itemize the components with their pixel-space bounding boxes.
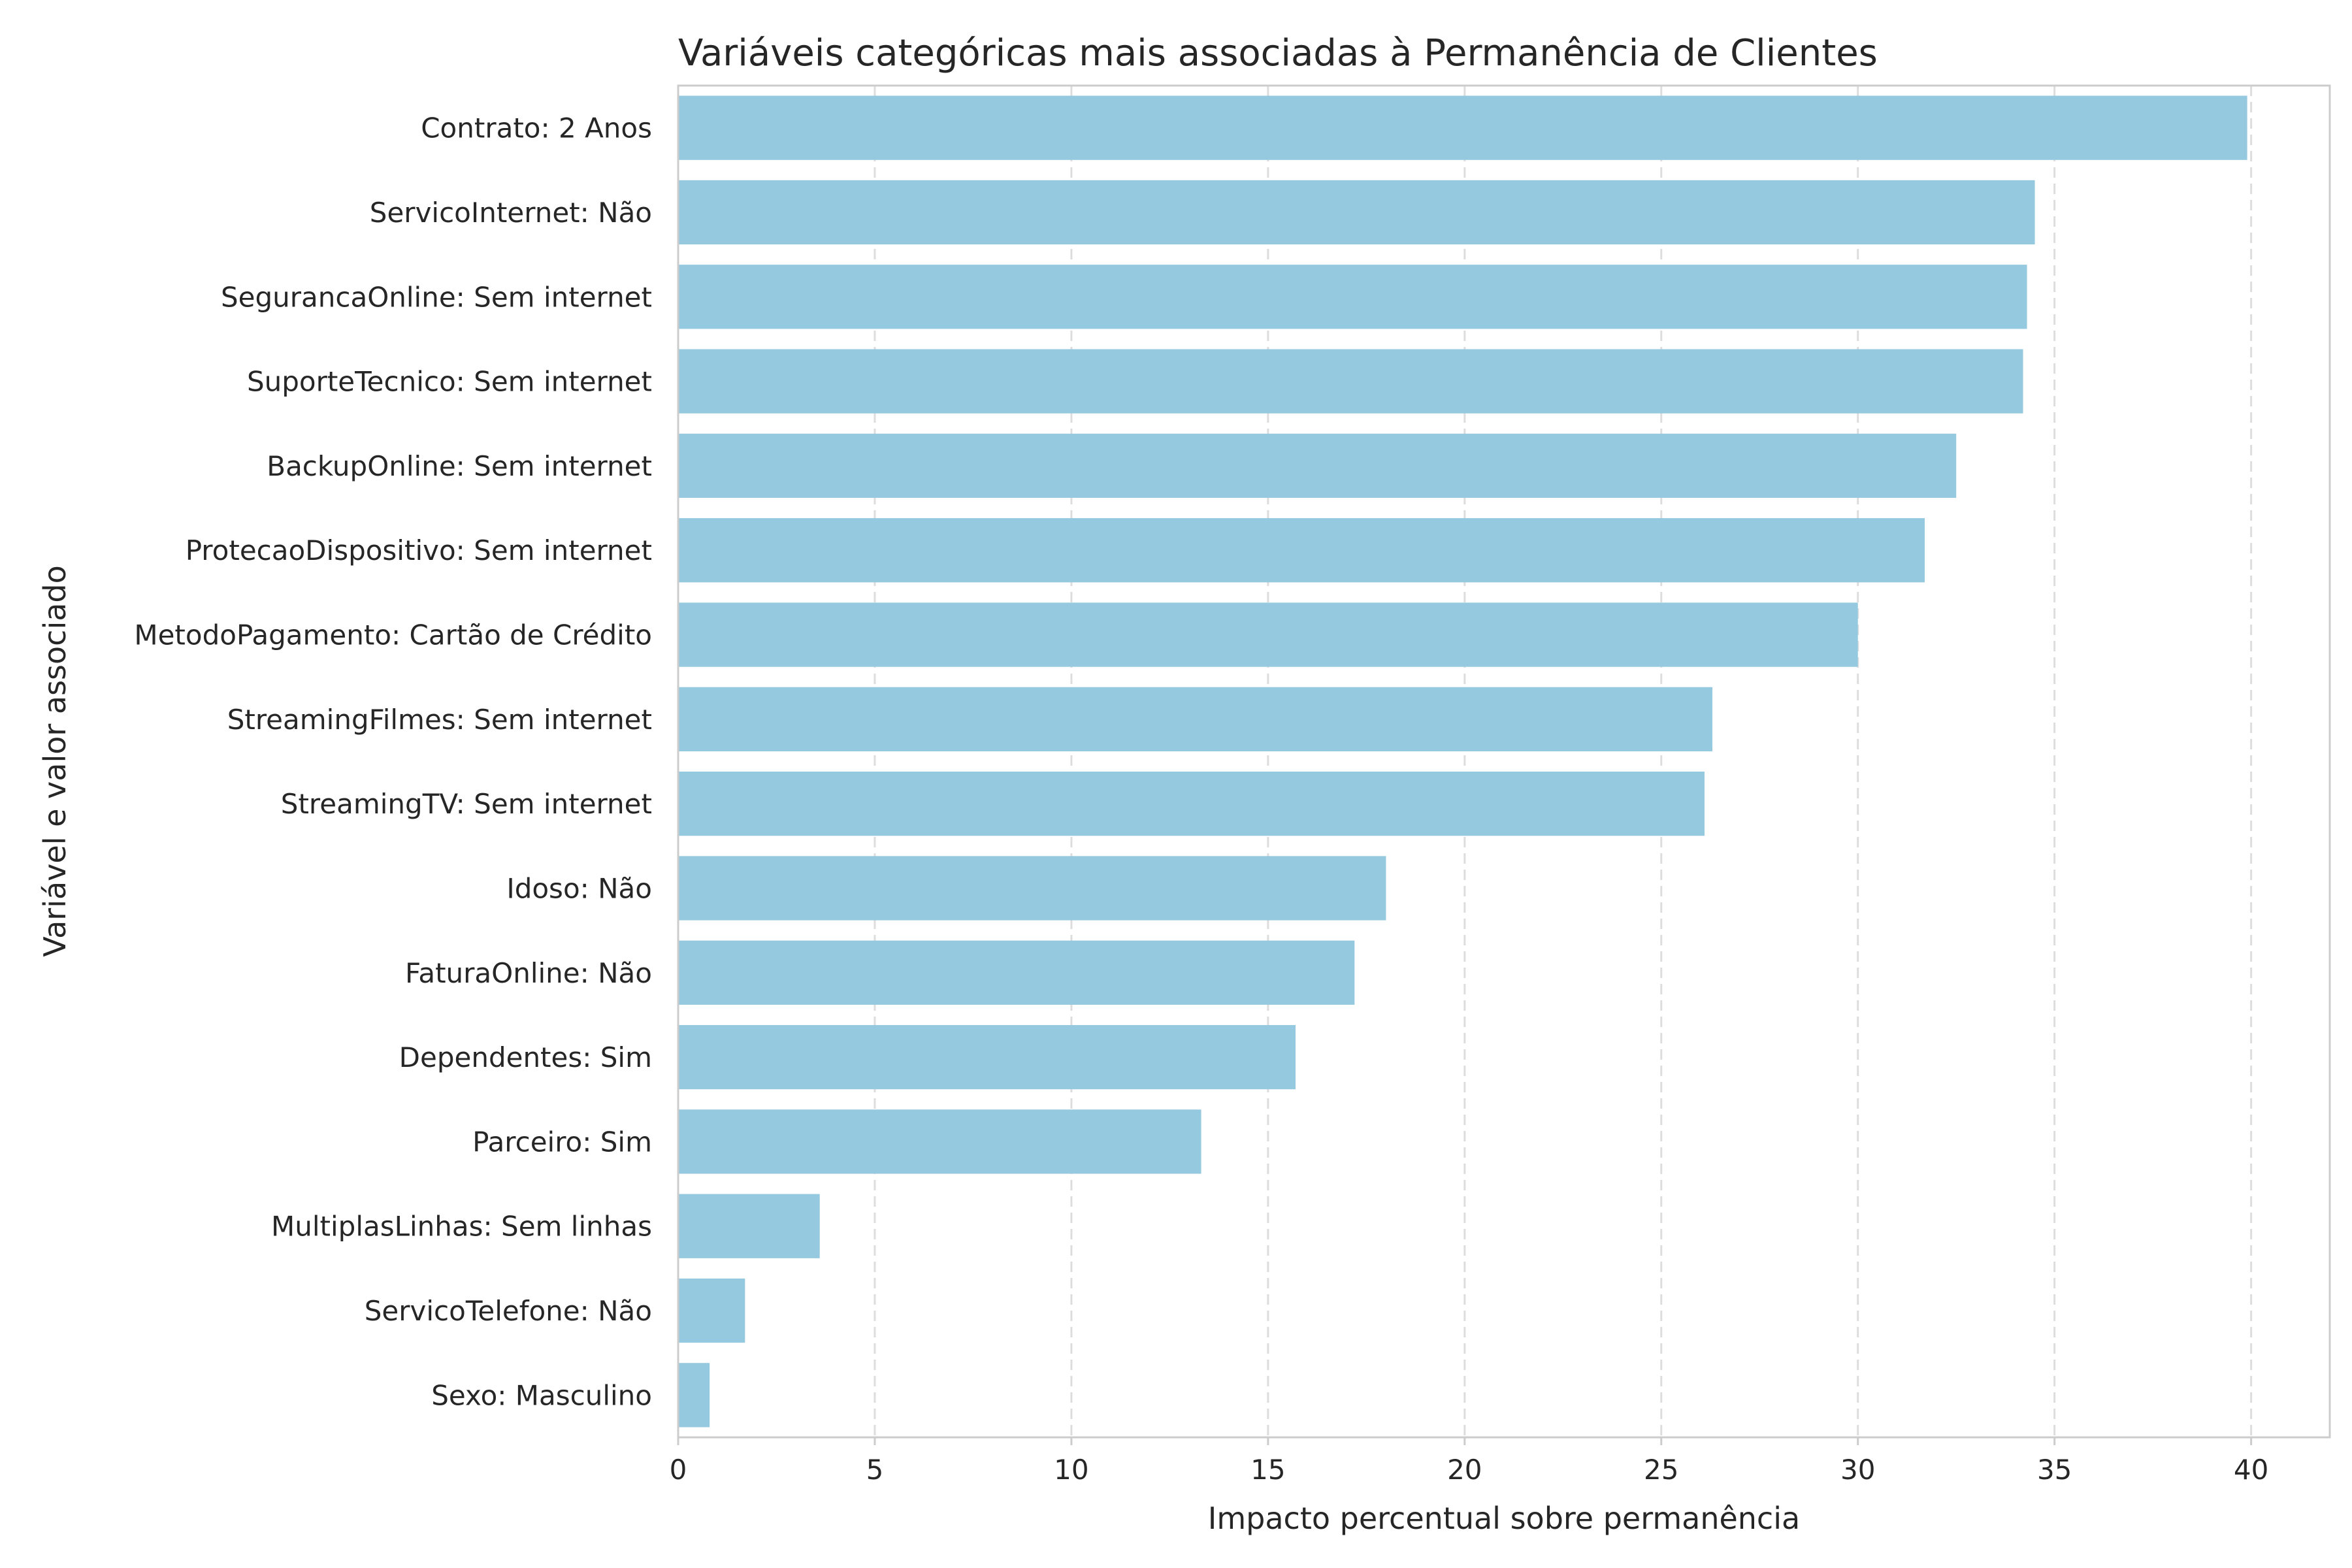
bar <box>679 518 1925 583</box>
bar <box>679 856 1386 921</box>
x-tick-labels: 0 5 10 15 20 25 30 35 40 <box>670 1437 2268 1486</box>
y-tick-label: MultiplasLinhas: Sem linhas <box>271 1211 652 1243</box>
y-tick-label: MetodoPagamento: Cartão de Crédito <box>134 619 652 651</box>
x-tick-label: 35 <box>2037 1454 2072 1486</box>
y-tick-label: ProtecaoDispositivo: Sem internet <box>186 534 652 566</box>
y-axis-label: Variável e valor associado <box>37 565 73 957</box>
y-tick-label: Idoso: Não <box>506 872 652 904</box>
bar <box>679 1194 820 1258</box>
x-tick-label: 20 <box>1447 1454 1482 1486</box>
x-tick-label: 25 <box>1644 1454 1678 1486</box>
x-tick-label: 10 <box>1054 1454 1088 1486</box>
y-tick-label: ServicoTelefone: Não <box>365 1295 652 1327</box>
y-tick-label: StreamingTV: Sem internet <box>281 788 652 820</box>
x-axis-label: Impacto percentual sobre permanência <box>1208 1501 1800 1536</box>
x-tick-label: 15 <box>1250 1454 1285 1486</box>
y-tick-label: Parceiro: Sim <box>472 1126 652 1158</box>
y-tick-label: Dependentes: Sim <box>399 1041 652 1073</box>
bars <box>679 95 2247 1428</box>
chart-title: Variáveis categóricas mais associadas à … <box>678 32 1878 74</box>
y-tick-label: FaturaOnline: Não <box>405 957 652 989</box>
x-tick-label: 30 <box>1840 1454 1875 1486</box>
bar <box>679 95 2247 160</box>
y-tick-label: BackupOnline: Sem internet <box>267 450 652 482</box>
bar <box>679 1109 1201 1174</box>
plot-frame <box>677 84 2331 1439</box>
bar <box>679 180 2035 245</box>
y-tick-label: Contrato: 2 Anos <box>421 112 652 144</box>
y-tick-label: StreamingFilmes: Sem internet <box>227 704 652 736</box>
bar <box>679 349 2023 414</box>
y-tick-label: SegurancaOnline: Sem internet <box>221 281 652 313</box>
bar <box>679 433 1957 498</box>
y-tick-labels: Contrato: 2 Anos ServicoInternet: Não Segu… <box>134 112 652 1412</box>
bar <box>679 265 2027 329</box>
bar <box>679 1278 745 1343</box>
y-tick-label: Sexo: Masculino <box>431 1379 652 1411</box>
bar <box>679 940 1355 1005</box>
bar <box>679 687 1713 751</box>
y-tick-label: ServicoInternet: Não <box>370 197 652 229</box>
bar <box>679 1024 1296 1090</box>
x-tick-label: 0 <box>670 1454 687 1486</box>
x-tick-label: 40 <box>2234 1454 2268 1486</box>
bar <box>679 602 1858 667</box>
y-tick-label: SuporteTecnico: Sem internet <box>247 366 652 398</box>
bar <box>679 772 1705 836</box>
x-tick-label: 5 <box>866 1454 884 1486</box>
bar <box>679 1363 710 1428</box>
